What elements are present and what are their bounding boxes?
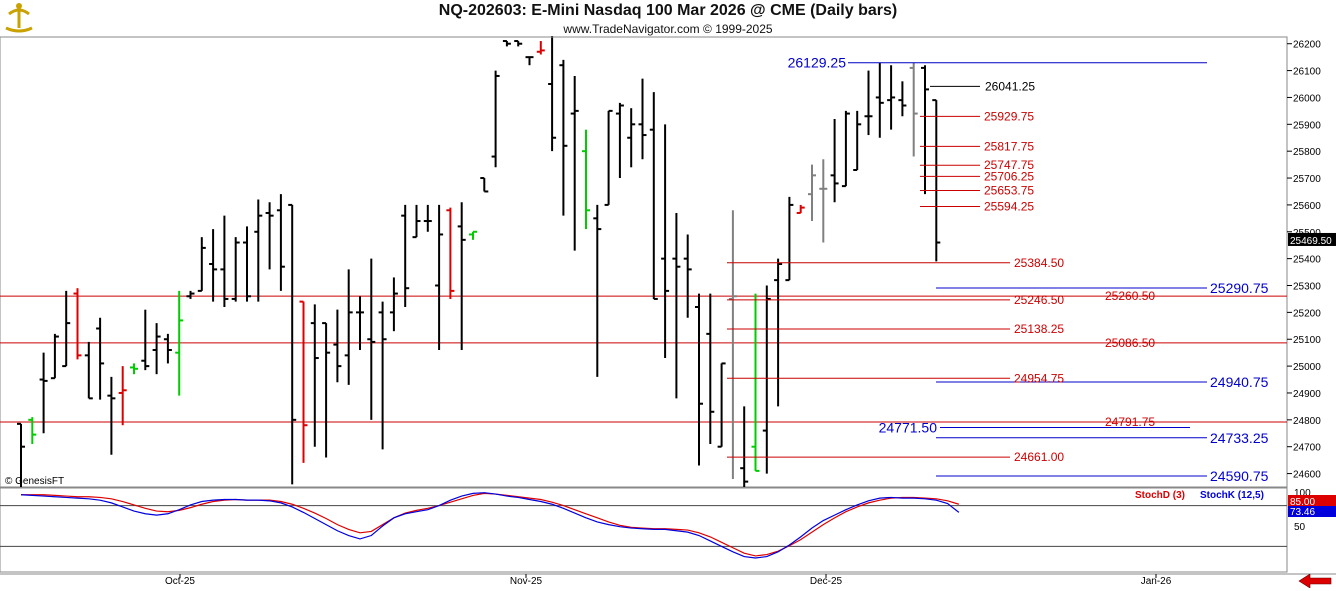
stoch-k-legend: StochK (12,5): [1200, 490, 1264, 501]
price-tick-label: 26000: [1293, 93, 1321, 104]
blue-price-level-label: 24733.25: [1210, 430, 1269, 446]
stoch-tick-label: 50: [1294, 522, 1306, 533]
black-price-level-label: 26041.25: [985, 79, 1035, 93]
price-tick-label: 25100: [1293, 335, 1321, 346]
red-price-level-label: 25246.50: [1014, 293, 1064, 307]
stoch-tick-label: 100: [1294, 488, 1311, 499]
price-tick-label: 26100: [1293, 67, 1321, 78]
red-price-level-label: 25706.25: [984, 169, 1034, 183]
price-tick-label: 25400: [1293, 255, 1321, 266]
title-band: [0, 0, 1336, 36]
last-price-box: [1288, 232, 1336, 246]
blue-price-level-label: 24940.75: [1210, 374, 1269, 390]
blue-price-level-label: 24771.50: [879, 419, 938, 435]
red-price-level-label: 25086.50: [1105, 336, 1155, 350]
red-price-level-label: 25653.75: [984, 183, 1034, 197]
red-price-level-label: 25384.50: [1014, 256, 1064, 270]
price-tick-label: 26200: [1293, 40, 1321, 51]
stoch-k-line: [20, 492, 960, 559]
red-price-level-label: 24791.75: [1105, 415, 1155, 429]
time-axis-label: Oct-25: [165, 576, 195, 587]
red-price-level-label: 25747.75: [984, 158, 1034, 172]
red-price-level-label: 25594.25: [984, 199, 1034, 213]
time-axis-label: Jan-26: [1141, 576, 1172, 587]
price-tick-label: 24800: [1293, 416, 1321, 427]
time-axis-label: Dec-25: [810, 576, 843, 587]
price-tick-label: 25600: [1293, 201, 1321, 212]
stoch-d-legend: StochD (3): [1135, 490, 1185, 501]
price-tick-label: 25700: [1293, 174, 1321, 185]
red-price-level-label: 25817.75: [984, 139, 1034, 153]
blue-price-level-label: 24590.75: [1210, 468, 1269, 484]
red-price-level-label: 24954.75: [1014, 371, 1064, 385]
price-tick-label: 25900: [1293, 120, 1321, 131]
chart-title: NQ-202603: E-Mini Nasdaq 100 Mar 2026 @ …: [438, 2, 898, 19]
stoch-d-value: 85.00: [1290, 497, 1315, 508]
last-price-label: 25469.50: [1290, 236, 1332, 247]
price-tick-label: 25000: [1293, 362, 1321, 373]
blue-price-level-label: 25290.75: [1210, 280, 1269, 296]
genesisft-watermark: © GenesisFT: [5, 476, 64, 487]
stochastic-panel-frame: [0, 487, 1288, 573]
time-axis-label: Nov-25: [510, 576, 543, 587]
red-price-level-label: 25260.50: [1105, 289, 1155, 303]
price-tick-label: 25200: [1293, 308, 1321, 319]
stoch-d-value-box: [1288, 495, 1336, 507]
price-tick-label: 24600: [1293, 470, 1321, 481]
blue-price-level-label: 26129.25: [788, 55, 847, 71]
stoch-k-value-box: [1288, 506, 1336, 517]
price-tick-label: 24700: [1293, 443, 1321, 454]
red-price-level-label: 25929.75: [984, 109, 1034, 123]
red-price-level-label: 25138.25: [1014, 322, 1064, 336]
stoch-k-value: 73.46: [1290, 507, 1315, 518]
red-price-level-label: 24661.00: [1014, 450, 1064, 464]
back-arrow-icon[interactable]: [1298, 574, 1332, 588]
price-tick-label: 24900: [1293, 389, 1321, 400]
trade-navigator-logo[interactable]: [2, 2, 36, 34]
price-tick-label: 25800: [1293, 147, 1321, 158]
price-tick-label: 25300: [1293, 282, 1321, 293]
chart-subtitle: www.TradeNavigator.com © 1999-2025: [563, 22, 773, 36]
